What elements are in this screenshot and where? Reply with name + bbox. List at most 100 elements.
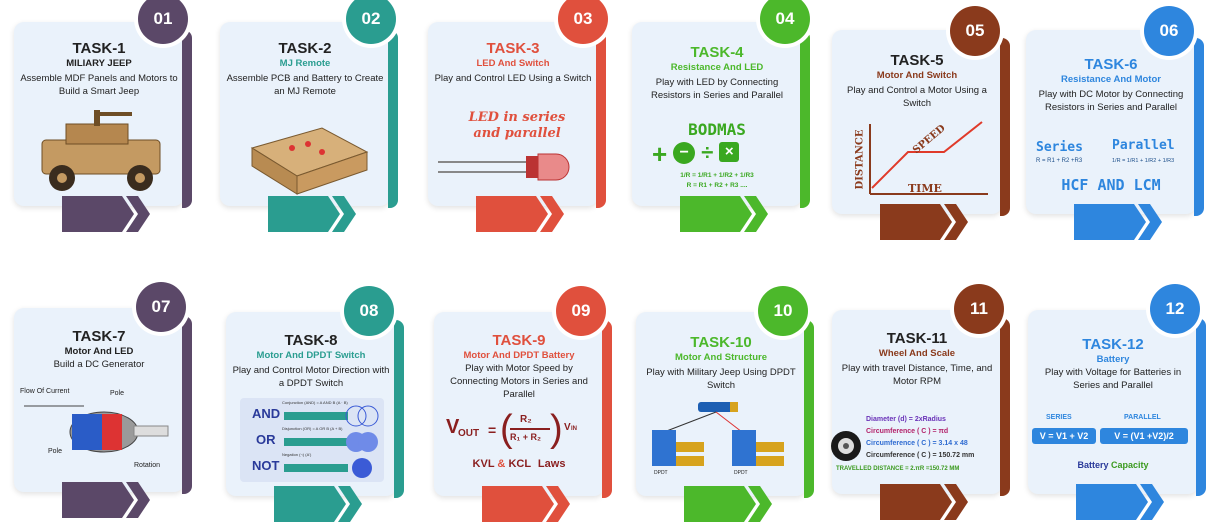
task-card-10[interactable]: TASK-10 Motor And Structure Play with Mi…: [636, 312, 814, 522]
led-caption: LED in series and parallel: [468, 110, 566, 141]
task-subtitle: Motor And DPDT Switch: [256, 350, 366, 361]
task-number-badge: 07: [136, 282, 186, 332]
laws-label: Laws: [537, 458, 566, 470]
circumference-formula-1: Circumference ( C ) = πd: [866, 428, 949, 435]
task-description: Play and Control a Motor Using a Switch: [847, 85, 987, 109]
task-title: TASK-8: [284, 332, 338, 349]
task-title: TASK-5: [890, 52, 944, 69]
chevron-arrows-icon: [62, 196, 150, 232]
chevron-arrows-icon: [680, 196, 768, 232]
card-accent-bar: [596, 30, 606, 208]
vout-subscript: OUT: [458, 428, 480, 439]
task-card-1[interactable]: TASK-1 MILIARY JEEP Assemble MDF Panels …: [14, 22, 192, 232]
task-title: TASK-11: [886, 330, 948, 347]
task-description: Play with Motor Speed by Connecting Moto…: [450, 363, 588, 400]
distance-time-graph: [869, 121, 988, 195]
task-description: Play with LED by Connecting Resistors in…: [650, 77, 783, 101]
card-accent-bar: [1196, 318, 1206, 496]
chevron-arrows-icon: [1076, 484, 1164, 520]
capacity-word: Capacity: [1111, 460, 1149, 470]
circumference-formula-2: Circumference ( C ) = 3.14 x 48: [866, 440, 968, 447]
task-title: TASK-2: [278, 40, 332, 57]
chevron-arrows-icon: [482, 486, 570, 522]
card-accent-bar: [602, 320, 612, 498]
series-label: Series: [1036, 140, 1083, 155]
task-card-12[interactable]: TASK-12 Battery Play with Voltage for Ba…: [1028, 310, 1206, 520]
equals-sign: =: [488, 422, 497, 438]
parallel-voltage-formula: V = (V1 +V2)/2: [1100, 428, 1188, 444]
card-accent-bar: [800, 30, 810, 208]
pole-label-bottom: Pole: [48, 448, 63, 455]
series-battery-label: SERIES: [1046, 414, 1072, 421]
task-card-2[interactable]: TASK-2 MJ Remote Assemble PCB and Batter…: [220, 22, 398, 232]
chevron-arrows-icon: [274, 486, 362, 522]
task-description: Play and Control Motor Direction with a …: [232, 365, 390, 389]
parallel-formula: 1/R = 1/R1 + 1/R2 + 1/R3: [1112, 158, 1175, 164]
task-card-6[interactable]: TASK-6 Resistance And Motor Play with DC…: [1026, 30, 1204, 240]
task-subtitle: LED And Switch: [476, 58, 550, 69]
chevron-arrows-icon: [62, 482, 150, 518]
task-card-3[interactable]: TASK-3 LED And Switch Play and Control L…: [428, 22, 606, 232]
numerator: R₂: [520, 414, 532, 425]
task-subtitle: MJ Remote: [279, 58, 331, 69]
task-title: TASK-10: [690, 334, 752, 351]
wheel-icon: [831, 431, 861, 461]
task-number-badge: 05: [950, 6, 1000, 56]
task-card-7[interactable]: TASK-7 Motor And LED Build a DC Generato…: [14, 308, 192, 518]
pole-label-top: Pole: [110, 390, 125, 397]
task-number-badge: 09: [556, 286, 606, 336]
task-card-8[interactable]: TASK-8 Motor And DPDT Switch Play and Co…: [226, 312, 404, 522]
card-accent-bar: [388, 30, 398, 208]
task-card-4[interactable]: TASK-4 Resistance And LED Play with LED …: [632, 22, 810, 232]
task-description: Play with Voltage for Batteries in Serie…: [1044, 367, 1182, 391]
kvl-label: KVL: [472, 458, 495, 470]
not-gate-label: NOT: [252, 458, 280, 473]
led-icon: [438, 153, 570, 181]
open-paren: (: [500, 408, 513, 450]
or-gate-label: OR: [256, 432, 276, 447]
task-subtitle: Battery: [1096, 354, 1130, 365]
task-title: TASK-7: [72, 328, 126, 345]
kvl-kcl-laws: KVL & KCL Laws: [434, 458, 604, 470]
kcl-label: KCL: [508, 458, 531, 470]
chevron-arrows-icon: [476, 196, 564, 232]
travelled-distance-formula: TRAVELLED DISTANCE = 2.πR =150.72 MM: [836, 466, 960, 472]
task-number-badge: 06: [1144, 6, 1194, 56]
minus-icon: −: [673, 142, 696, 164]
multiply-icon: ×: [719, 142, 740, 162]
battery-capacity-label: Battery Capacity: [1028, 460, 1198, 470]
diameter-formula: Diameter (d) = 2xRadius: [866, 416, 946, 423]
task-title: TASK-9: [492, 332, 546, 349]
chevron-arrows-icon: [880, 204, 968, 240]
card-accent-bar: [182, 316, 192, 494]
task-card-5[interactable]: TASK-5 Motor And Switch Play and Control…: [832, 30, 1010, 240]
parallel-battery-label: PARALLEL: [1124, 414, 1161, 421]
card-accent-bar: [182, 30, 192, 208]
and-gate-small: Conjunction (AND) = A AND B (A · B): [282, 400, 348, 405]
venn-diagrams: [284, 405, 379, 478]
voltage-divider-formula: V OUT = ( R₂ R₁ + R₂ ) V IN: [446, 408, 596, 452]
math-operators: + − ÷ ×: [652, 139, 794, 169]
not-gate-small: Negation (¬) (A'): [282, 452, 312, 457]
dpdt-label-2: DPDT: [734, 470, 748, 476]
task-title: TASK-12: [1082, 336, 1144, 353]
distance-axis-label: DISTANCE: [854, 129, 866, 190]
card-accent-bar: [1194, 38, 1204, 216]
fraction-line: [510, 428, 550, 430]
task-card-11[interactable]: TASK-11 Wheel And Scale Play with travel…: [831, 310, 1010, 520]
card-accent-bar: [1000, 38, 1010, 216]
task-description: Play and Control LED Using a Switch: [434, 73, 592, 84]
task-card-9[interactable]: TASK-9 Motor And DPDT Battery Play with …: [434, 312, 612, 522]
card-accent-bar: [394, 320, 404, 498]
task-number-badge: 11: [954, 284, 1004, 334]
plus-icon: +: [652, 139, 668, 169]
task-title: TASK-3: [486, 40, 540, 57]
logic-gates-panel: AND Conjunction (AND) = A AND B (A · B) …: [240, 398, 384, 482]
task-subtitle: Resistance And Motor: [1061, 74, 1161, 85]
jeep-illustration: [41, 110, 161, 191]
chevron-arrows-icon: [268, 196, 356, 232]
denominator: R₁ + R₂: [510, 432, 541, 442]
task-number-badge: 12: [1150, 284, 1200, 334]
battery-word: Battery: [1077, 460, 1109, 470]
time-axis-label: TIME: [908, 182, 942, 195]
